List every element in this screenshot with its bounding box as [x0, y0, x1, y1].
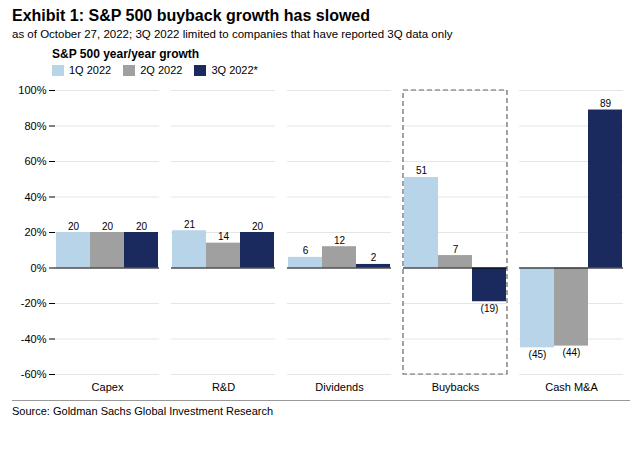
svg-text:Buybacks: Buybacks: [432, 381, 480, 393]
svg-text:R&D: R&D: [212, 381, 235, 393]
svg-text:100%: 100%: [18, 84, 46, 96]
svg-text:20: 20: [136, 221, 148, 232]
svg-text:51: 51: [416, 165, 428, 176]
svg-text:7: 7: [453, 244, 459, 255]
svg-text:-60%: -60%: [21, 368, 47, 380]
svg-text:40%: 40%: [24, 191, 46, 203]
html-text:1Q 2022: 1Q 2022: [69, 64, 112, 76]
svg-text:-40%: -40%: [21, 333, 47, 345]
svg-text:89: 89: [600, 98, 612, 109]
html-text:3Q 2022*: 3Q 2022*: [211, 64, 258, 76]
svg-text:0%: 0%: [31, 262, 47, 274]
svg-text:20: 20: [68, 221, 80, 232]
svg-text:(44): (44): [563, 347, 581, 358]
html-text:Exhibit 1: S&P 500 buyback gro: Exhibit 1: S&P 500 buyback growth has sl…: [12, 7, 370, 24]
svg-text:-20%: -20%: [21, 297, 47, 309]
svg-text:Capex: Capex: [92, 381, 124, 393]
svg-text:14: 14: [218, 231, 230, 242]
svg-text:21: 21: [184, 219, 196, 230]
html-text:as of October 27, 2022; 3Q 202: as of October 27, 2022; 3Q 2022 limited …: [12, 28, 453, 40]
svg-text:Cash M&A: Cash M&A: [545, 381, 598, 393]
svg-text:Dividends: Dividends: [315, 381, 364, 393]
svg-text:20: 20: [252, 221, 264, 232]
svg-text:12: 12: [334, 235, 346, 246]
svg-text:60%: 60%: [24, 155, 46, 167]
svg-text:(19): (19): [481, 303, 499, 314]
html-text:Source: Goldman Sachs Global I: Source: Goldman Sachs Global Investment …: [12, 405, 274, 417]
html-text:S&P 500 year/year growth: S&P 500 year/year growth: [52, 47, 200, 61]
svg-text:80%: 80%: [24, 120, 46, 132]
svg-text:(45): (45): [529, 349, 547, 360]
html-text:2Q 2022: 2Q 2022: [140, 64, 183, 76]
svg-text:6: 6: [303, 245, 309, 256]
svg-text:20: 20: [102, 221, 114, 232]
svg-text:20%: 20%: [24, 226, 46, 238]
svg-text:2: 2: [371, 252, 377, 263]
